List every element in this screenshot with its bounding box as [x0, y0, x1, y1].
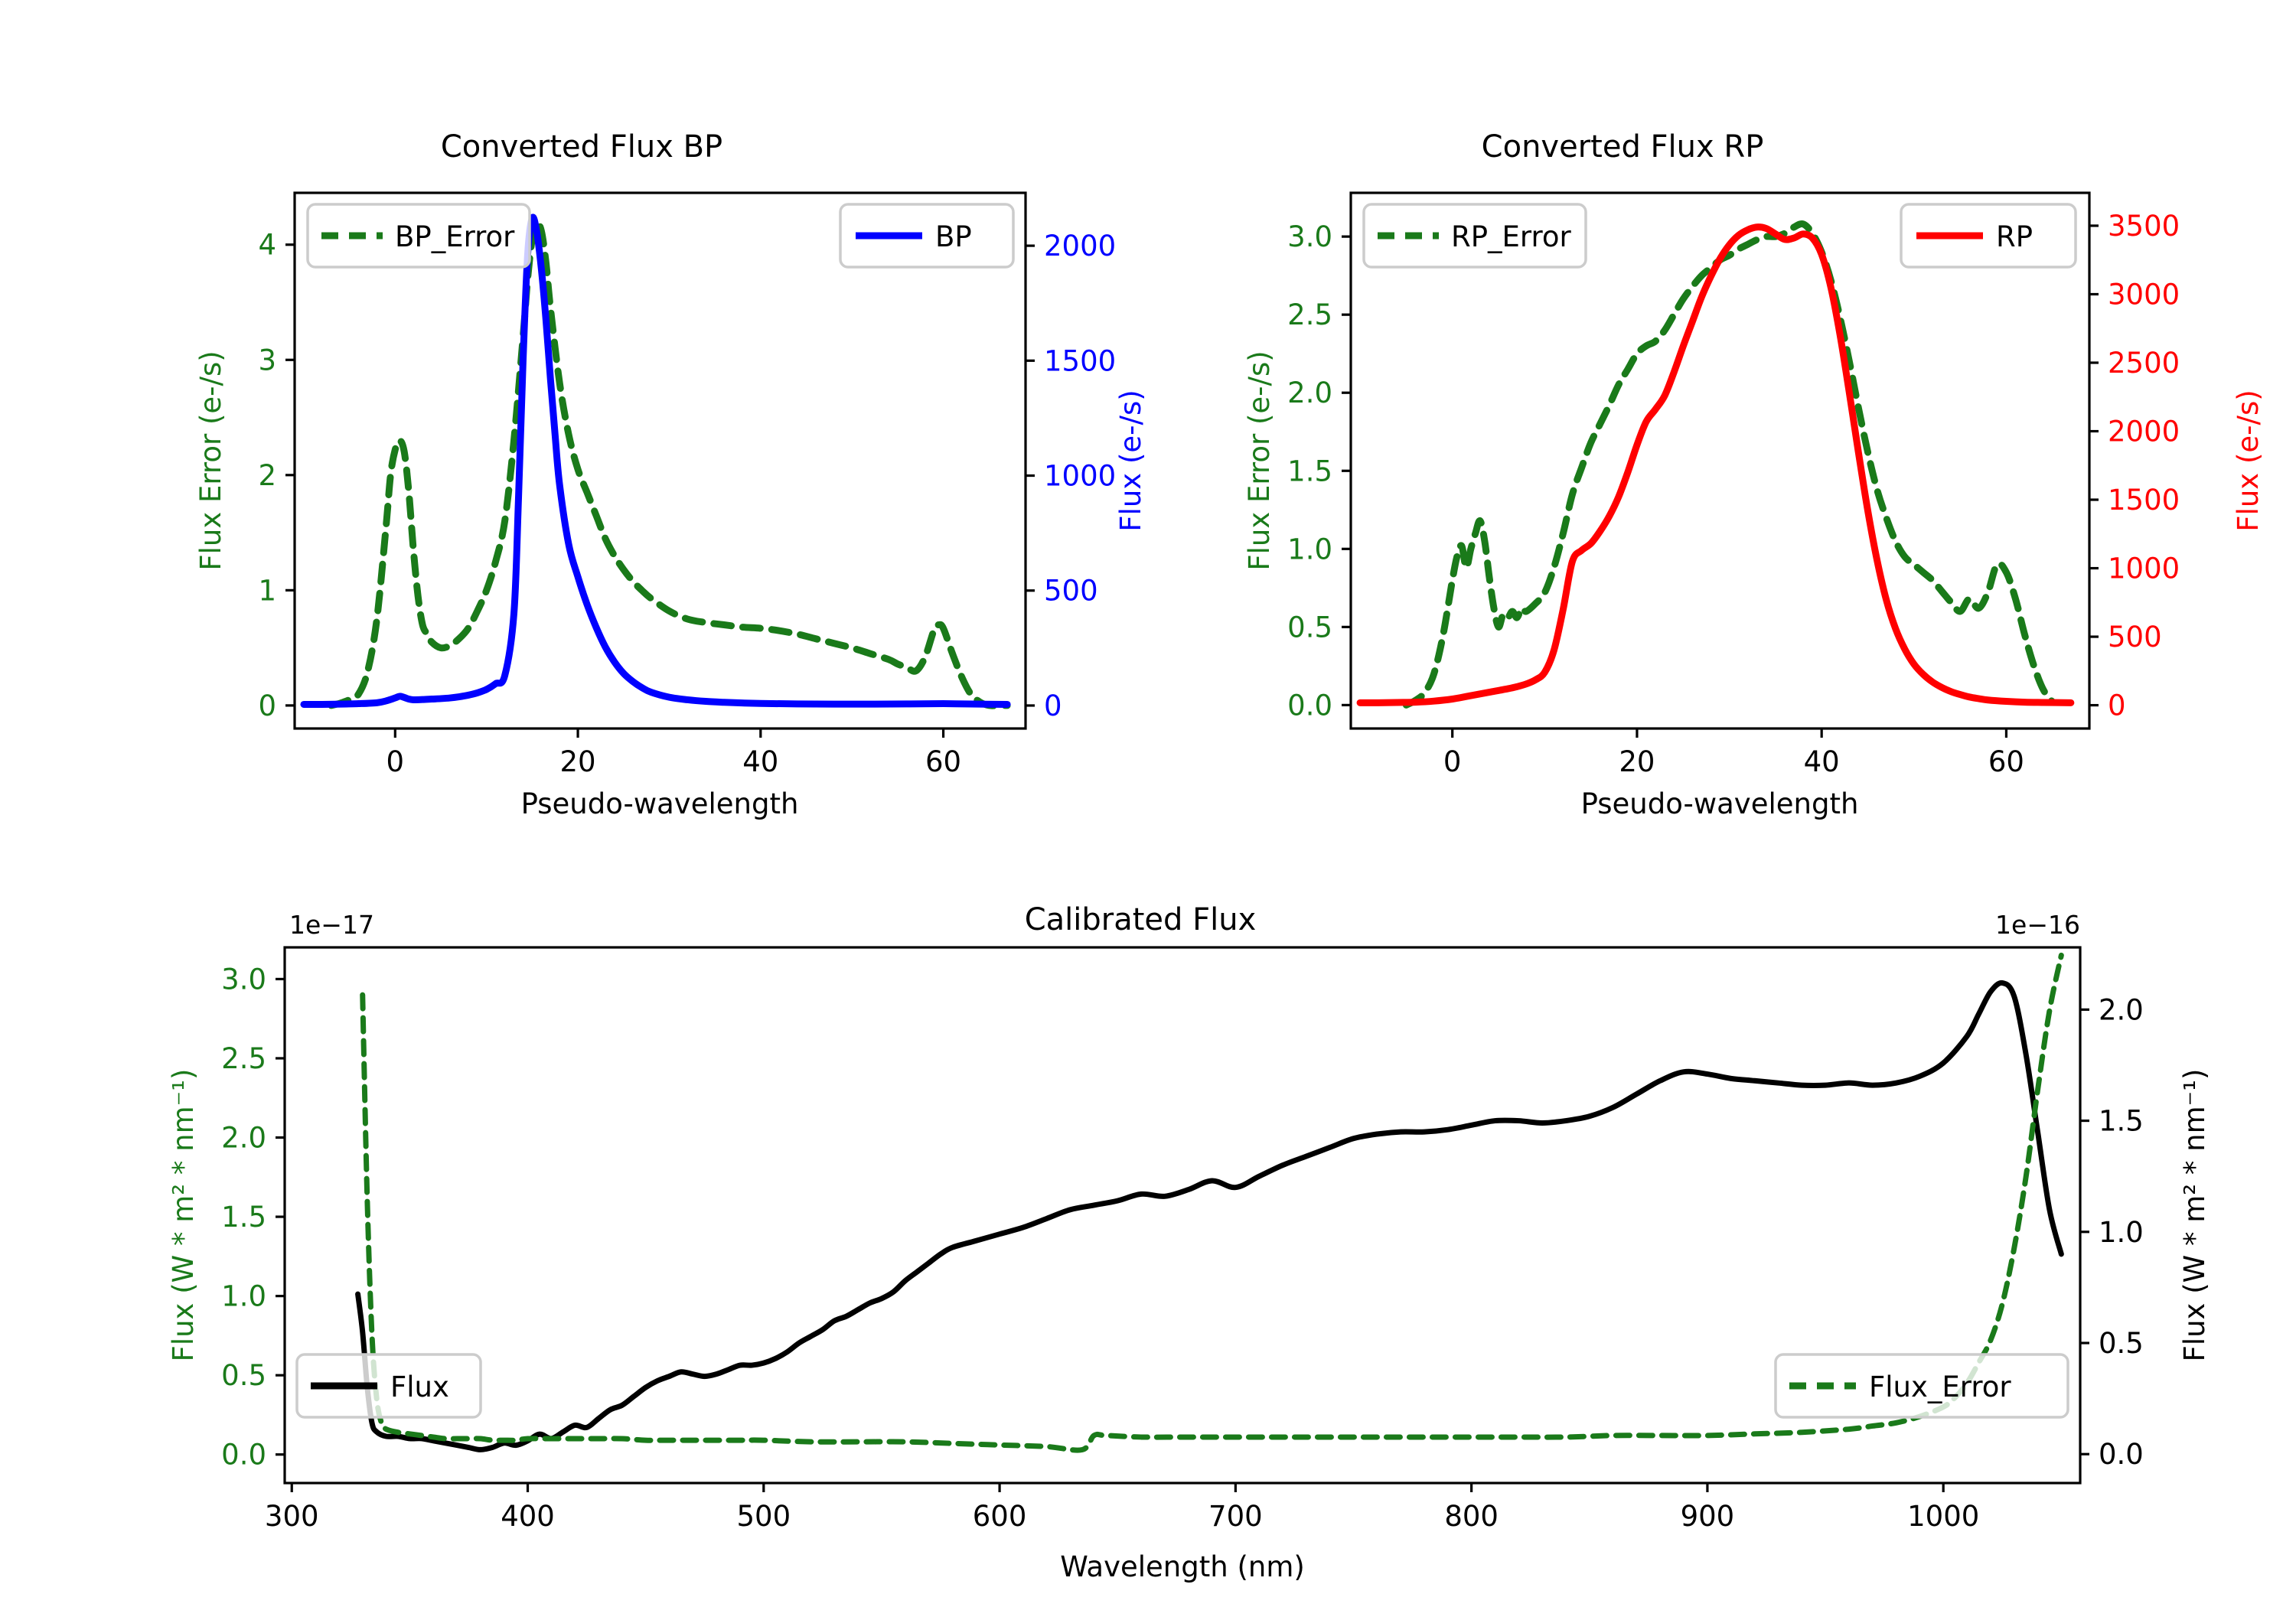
rp-legend-error[interactable]: RP_Error	[1362, 203, 1587, 269]
x-tick-label: 60	[1988, 745, 2024, 778]
x-tick-label: 20	[560, 745, 596, 778]
x-tick-label: 40	[1804, 745, 1840, 778]
panel-converted-flux-rp: Converted Flux RP 0 20 40 60 0.0 0.5 1.0 1.5 2.0…	[1102, 0, 2296, 842]
y-right-tick-label: 500	[2108, 621, 2162, 654]
bp-panel-title: Converted Flux BP	[441, 129, 722, 165]
curve-bp	[300, 214, 1011, 708]
calibrated-x-axis-label: Wavelength (nm)	[1060, 1550, 1305, 1583]
x-tick-label: 20	[1619, 745, 1655, 778]
calibrated-right-axis-label: Flux (W * m² * nm⁻¹)	[2178, 1069, 2211, 1362]
bp-legend-error[interactable]: BP_Error	[306, 203, 531, 269]
y-left-tick-label: 0.0	[1287, 689, 1332, 722]
calibrated-panel-title: Calibrated Flux	[1025, 902, 1257, 937]
calibrated-legend-flux-label: Flux	[390, 1371, 449, 1403]
bp-left-axis-label: Flux Error (e-/s)	[194, 350, 227, 570]
y-right-tick-label: 0.5	[2099, 1327, 2144, 1360]
y-left-tick-label: 2.5	[1287, 298, 1332, 331]
y-left-tick-label: 1.5	[221, 1201, 266, 1234]
rp-right-axis-label: Flux (e-/s)	[2232, 390, 2265, 531]
bp-legend-flux-label: BP	[935, 220, 972, 253]
y-right-tick-label: 1500	[2108, 484, 2180, 517]
y-right-tick-label: 1500	[1044, 344, 1116, 377]
y-left-tick-label: 0	[258, 689, 276, 722]
calibrated-right-exponent: 1e−16	[1995, 910, 2080, 940]
bp-legend-flux[interactable]: BP	[839, 203, 1015, 269]
curve-rp	[1356, 223, 2075, 706]
x-tick-label: 40	[742, 745, 778, 778]
x-tick-label: 1000	[1907, 1500, 1979, 1533]
y-left-tick-label: 0.5	[221, 1359, 266, 1392]
rp-left-axis-label: Flux Error (e-/s)	[1243, 350, 1276, 570]
calibrated-left-exponent: 1e−17	[289, 910, 374, 940]
x-tick-label: 600	[973, 1500, 1027, 1533]
x-tick-label: 0	[1443, 745, 1462, 778]
y-left-tick-label: 1.5	[1287, 455, 1332, 487]
y-left-tick-label: 2.0	[221, 1122, 266, 1155]
calibrated-plot-area: 300 400 500 600 700 800 900 1000 0.0 0.5 1.0 1.5 2.0…	[221, 946, 2144, 1533]
y-right-tick-label: 1000	[2108, 553, 2180, 585]
y-left-tick-label: 1.0	[1287, 533, 1332, 566]
x-tick-label: 900	[1681, 1500, 1735, 1533]
rp-x-axis-label: Pseudo-wavelength	[1581, 787, 1859, 820]
y-left-tick-label: 1.0	[221, 1280, 266, 1313]
calibrated-legend-flux[interactable]: Flux	[295, 1353, 482, 1419]
y-left-tick-label: 2.5	[221, 1042, 266, 1075]
y-right-tick-label: 1000	[1044, 460, 1116, 493]
rp-legend-flux[interactable]: RP	[1900, 203, 2077, 269]
y-right-tick-label: 0	[2108, 689, 2126, 722]
calibrated-left-axis-label: Flux (W * m² * nm⁻¹)	[167, 1069, 200, 1362]
y-right-tick-label: 0	[1044, 689, 1062, 722]
panel-calibrated-flux: Calibrated Flux 1e−17 1e−16 300 400 500 600…	[0, 826, 2296, 1607]
calibrated-legend-error-label: Flux_Error	[1869, 1371, 2011, 1403]
x-tick-label: 500	[736, 1500, 791, 1533]
rp-legend-flux-label: RP	[1996, 220, 2033, 253]
y-right-tick-label: 3500	[2108, 210, 2180, 243]
y-left-tick-label: 4	[258, 229, 276, 262]
x-tick-label: 800	[1444, 1500, 1499, 1533]
x-tick-label: 0	[386, 745, 405, 778]
x-tick-label: 60	[925, 745, 961, 778]
y-left-tick-label: 3.0	[1287, 220, 1332, 253]
y-right-tick-label: 1.5	[2099, 1105, 2144, 1138]
y-left-tick-label: 3	[258, 344, 276, 376]
x-tick-label: 700	[1208, 1500, 1263, 1533]
y-right-tick-label: 1.0	[2099, 1216, 2144, 1249]
rp-legend-error-label: RP_Error	[1451, 220, 1571, 253]
y-left-tick-label: 0.0	[221, 1439, 266, 1472]
y-right-tick-label: 3000	[2108, 278, 2180, 311]
x-tick-label: 300	[265, 1500, 319, 1533]
y-right-tick-label: 0.0	[2099, 1438, 2144, 1471]
rp-panel-title: Converted Flux RP	[1482, 129, 1764, 165]
calibrated-legend-error[interactable]: Flux_Error	[1774, 1353, 2069, 1419]
bp-right-axis-label: Flux (e-/s)	[1114, 390, 1147, 531]
bp-x-axis-label: Pseudo-wavelength	[521, 787, 799, 820]
y-left-tick-label: 0.5	[1287, 611, 1332, 644]
rp-plot-area: 0 20 40 60 0.0 0.5 1.0 1.5 2.0 2.5 3.0 0 500 1000 1500…	[1287, 191, 2180, 778]
y-right-tick-label: 2500	[2108, 347, 2180, 380]
y-left-tick-label: 1	[258, 574, 276, 607]
y-left-tick-label: 3.0	[221, 963, 266, 996]
x-tick-label: 400	[501, 1500, 555, 1533]
y-right-tick-label: 2.0	[2099, 993, 2144, 1026]
panel-converted-flux-bp: Converted Flux BP 0 20 40 60 0 1 2 3 4 0 500 1000 15…	[0, 0, 1194, 842]
curve-bp_error	[328, 220, 1011, 709]
curve-rp_error	[1402, 220, 2056, 709]
y-left-tick-label: 2.0	[1287, 376, 1332, 409]
y-right-tick-label: 500	[1044, 575, 1098, 608]
y-left-tick-label: 2	[258, 459, 276, 492]
bp-legend-error-label: BP_Error	[395, 220, 515, 253]
y-right-tick-label: 2000	[1044, 230, 1116, 262]
y-right-tick-label: 2000	[2108, 416, 2180, 448]
